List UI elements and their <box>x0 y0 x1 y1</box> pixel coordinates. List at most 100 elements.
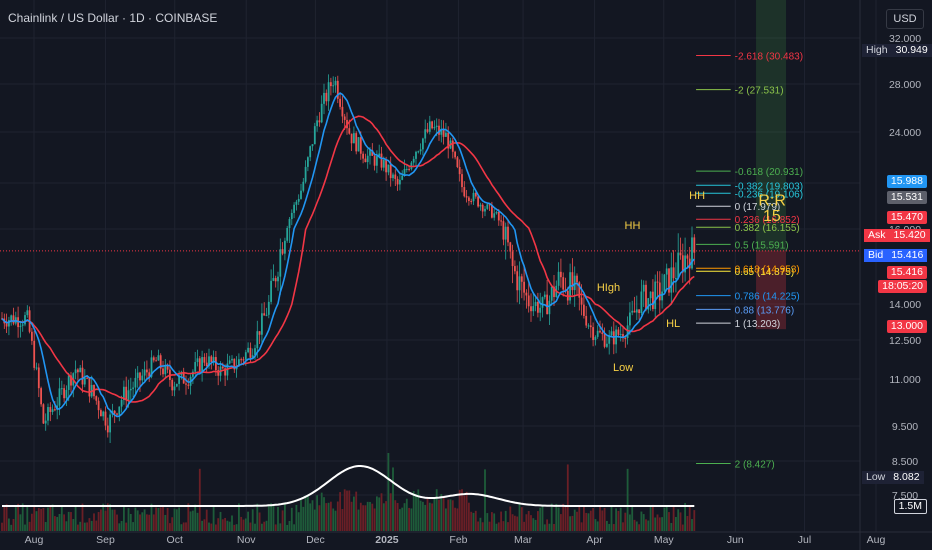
candle-body <box>281 249 284 254</box>
ma-fast-line <box>1 92 695 418</box>
volume-bar <box>141 512 144 531</box>
volume-bar <box>403 503 406 531</box>
volume-bar <box>481 522 484 531</box>
price-tag-p1: 15.988 <box>886 175 927 188</box>
volume-bar <box>668 512 670 531</box>
candle-body <box>196 358 199 363</box>
volume-bar <box>67 511 70 531</box>
volume-bar <box>226 520 229 531</box>
volume-bar <box>189 511 192 531</box>
volume-bar <box>313 509 316 531</box>
candle-body <box>297 198 300 202</box>
volume-bar <box>642 514 645 531</box>
volume-bar <box>672 506 675 531</box>
volume-bar <box>219 511 222 531</box>
candle-body <box>385 159 387 173</box>
volume-bar <box>357 509 360 531</box>
candle-body <box>203 357 206 363</box>
candle-body <box>254 348 256 356</box>
volume-bar <box>286 524 289 531</box>
candle-body <box>433 126 436 129</box>
volume-bar <box>576 511 578 531</box>
currency-button[interactable]: USD <box>886 9 924 29</box>
candle-body <box>341 106 344 117</box>
candle-body <box>389 164 392 179</box>
candle-body <box>534 301 537 307</box>
candle-body <box>288 219 291 229</box>
annotation-rr-value: 15 <box>763 208 781 225</box>
volume-bar <box>198 468 201 531</box>
volume-bar <box>311 500 314 531</box>
volume-bars <box>1 452 696 531</box>
volume-bar <box>348 490 351 531</box>
volume-bar <box>691 519 693 531</box>
candle-body <box>468 197 470 201</box>
x-tick-label: Aug <box>25 534 44 546</box>
volume-bar <box>194 504 197 531</box>
volume-bar <box>472 512 475 531</box>
candle-body <box>638 309 640 314</box>
candle-body <box>463 187 466 197</box>
volume-bar <box>258 512 261 531</box>
volume-bar <box>562 503 565 531</box>
volume-bar <box>180 524 183 531</box>
x-tick-label: Nov <box>237 534 256 546</box>
volume-bar <box>217 518 220 531</box>
candle-body <box>49 407 52 412</box>
x-tick-label: Sep <box>96 534 115 546</box>
candle-body <box>95 396 98 401</box>
candle-body <box>166 365 169 370</box>
candle-body <box>484 208 486 212</box>
volume-bar <box>116 514 118 531</box>
volume-bar <box>196 512 199 531</box>
candle-body <box>35 367 38 369</box>
candle-body <box>304 166 307 182</box>
candle-body <box>369 150 371 156</box>
candle-body <box>504 226 507 240</box>
candle-body <box>173 386 176 391</box>
candle-body <box>546 294 548 315</box>
volume-bar <box>247 511 249 531</box>
volume-bar <box>221 519 224 531</box>
candle-body <box>592 327 594 341</box>
candle-body <box>26 310 29 316</box>
candle-body <box>327 82 330 102</box>
candle-body <box>364 158 367 163</box>
candle-body <box>251 355 254 358</box>
candle-body <box>284 240 286 254</box>
annotation-hh-lower: HH <box>625 220 641 232</box>
volume-bar <box>560 514 562 531</box>
volume-bar <box>249 522 252 531</box>
candle-body <box>486 204 489 209</box>
candle-body <box>141 375 144 381</box>
y-tick-label: 12.500 <box>889 335 921 347</box>
volume-bar <box>624 512 627 531</box>
candle-body <box>562 277 565 290</box>
volume-bar <box>185 522 187 531</box>
volume-bar <box>267 504 270 531</box>
candle-body <box>54 409 56 411</box>
volume-bar <box>307 494 309 531</box>
candle-body <box>665 268 668 275</box>
candle-body <box>679 252 682 256</box>
volume-bar <box>155 507 157 531</box>
x-tick-label: May <box>654 534 675 546</box>
candle-body <box>656 281 659 283</box>
bid-value: 15.416 <box>887 249 928 262</box>
candle-body <box>649 291 652 299</box>
volume-bar <box>640 511 643 531</box>
volume-bar <box>129 514 132 531</box>
high-tag-label: High <box>862 44 892 57</box>
candle-body <box>362 153 364 159</box>
candle-body <box>537 301 539 313</box>
volume-bar <box>113 509 116 531</box>
volume-bar <box>693 510 696 531</box>
volume-bar <box>14 507 17 531</box>
ma-slow-line <box>1 115 695 403</box>
volume-bar <box>37 507 40 531</box>
ask-tag: Ask 15.420 <box>864 229 930 242</box>
volume-bar <box>587 513 590 531</box>
candle-body <box>86 377 88 379</box>
candle-body <box>684 255 686 273</box>
